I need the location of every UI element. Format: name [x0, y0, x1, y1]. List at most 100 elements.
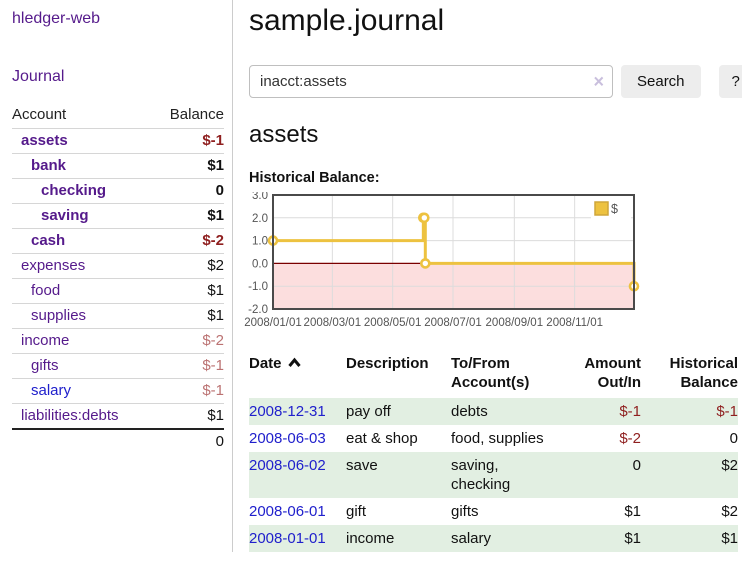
transaction-balance-cell: 0: [729, 430, 738, 447]
balance-column-header-register: Historical Balance: [669, 355, 738, 391]
transaction-amount-cell: $1: [624, 503, 641, 520]
transaction-date-link[interactable]: 2008-01-01: [249, 530, 326, 547]
balance-column-header: Balance: [169, 106, 224, 123]
y-tick-label: 3.0: [252, 192, 268, 202]
account-link[interactable]: saving: [41, 207, 89, 224]
accounts-table-body: assets $-1 bank $1 checking 0 saving $1 cash $-2 e…: [12, 128, 224, 428]
x-tick-label: 2008/01/01: [244, 317, 302, 329]
transaction-description-cell: income: [346, 530, 395, 547]
transaction-description-cell: pay off: [346, 403, 391, 420]
transaction-date-link[interactable]: 2008-06-01: [249, 503, 326, 520]
transaction-amount-cell: $-1: [619, 403, 641, 420]
transaction-amount-cell: $1: [624, 530, 641, 547]
legend-swatch-icon: [594, 201, 609, 216]
transaction-date-cell: 2008-06-01: [249, 498, 346, 525]
search-bar: × Search ?: [249, 65, 742, 98]
account-link[interactable]: cash: [31, 232, 66, 249]
search-input-wrap: ×: [249, 65, 613, 98]
legend-label: $: [611, 202, 618, 216]
search-input[interactable]: [249, 65, 613, 98]
historical-balance-chart: $3.0 2.0 1.0 0.0 -1.0 -2.0 2008/01/01 2008/03/0…: [239, 192, 742, 334]
transaction-balance-cell: $-1: [716, 403, 738, 420]
account-balance: $1: [207, 407, 224, 424]
x-tick-label: 2008/03/01: [304, 317, 362, 329]
account-balance: $1: [207, 157, 224, 174]
account-row: food $1: [12, 278, 224, 303]
transaction-date-cell: 2008-06-03: [249, 425, 346, 452]
account-balance: $-2: [202, 332, 224, 349]
sort-ascending-icon: [287, 357, 301, 367]
accounts-total-row: 0: [12, 428, 224, 453]
account-row: bank $1: [12, 153, 224, 178]
x-tick-label: 2008/07/01: [424, 317, 482, 329]
main-content: sample.journal × Search ? assets Histori…: [233, 0, 742, 552]
help-button[interactable]: ?: [718, 65, 742, 98]
account-column-header: Account: [12, 106, 67, 123]
account-link[interactable]: food: [31, 282, 61, 299]
transaction-date-link[interactable]: 2008-06-03: [249, 430, 326, 447]
amount-column-header: Amount Out/In: [584, 355, 641, 391]
transaction-amount-cell: $-2: [619, 430, 641, 447]
account-row: supplies $1: [12, 303, 224, 328]
search-button[interactable]: Search: [621, 65, 701, 98]
account-link[interactable]: supplies: [31, 307, 87, 324]
account-row: saving $1: [12, 203, 224, 228]
accounts-column-header: To/From Account(s): [451, 355, 530, 391]
account-balance: 0: [215, 182, 224, 199]
account-row: gifts $-1: [12, 353, 224, 378]
account-balance: $1: [207, 207, 224, 224]
account-row: salary $-1: [12, 378, 224, 403]
register-row: 2008-01-01 income salary $1 $1: [249, 525, 738, 552]
account-balance: $-2: [202, 232, 224, 249]
date-column-header[interactable]: Date: [249, 352, 346, 398]
sidebar-item-journal[interactable]: Journal: [12, 68, 65, 85]
account-balance: $-1: [202, 357, 224, 374]
account-row: expenses $2: [12, 253, 224, 278]
sidebar: hledger-web Journal Account Balance asse…: [0, 0, 233, 552]
accounts-table-header: Account Balance: [12, 103, 224, 128]
transaction-description-cell: save: [346, 457, 378, 474]
x-tick-label: 2008/09/01: [486, 317, 544, 329]
account-link[interactable]: assets: [21, 132, 68, 149]
account-title: assets: [249, 121, 319, 148]
transaction-date-cell: 2008-12-31: [249, 398, 346, 425]
app-layout: hledger-web Journal Account Balance asse…: [0, 0, 742, 552]
transaction-date-link[interactable]: 2008-06-02: [249, 457, 326, 474]
app-title-link[interactable]: hledger-web: [12, 10, 101, 27]
data-point-marker: [419, 212, 430, 224]
transaction-description-cell: gift: [346, 503, 367, 520]
account-link[interactable]: checking: [41, 182, 107, 199]
y-tick-label: 0.0: [252, 258, 268, 270]
account-link[interactable]: income: [21, 332, 70, 349]
transaction-accounts-cell: salary: [451, 530, 492, 547]
page-title: sample.journal: [249, 4, 445, 37]
clear-search-icon[interactable]: ×: [593, 71, 604, 92]
description-column-header: Description: [346, 355, 429, 372]
y-tick-label: -2.0: [248, 304, 268, 316]
account-balance: $1: [207, 307, 224, 324]
account-link[interactable]: expenses: [21, 257, 86, 274]
transaction-date-cell: 2008-01-01: [249, 525, 346, 552]
account-row: assets $-1: [12, 128, 224, 153]
account-row: liabilities:debts $1: [12, 403, 224, 428]
y-tick-label: 2.0: [252, 213, 268, 225]
account-link[interactable]: liabilities:debts: [21, 407, 119, 424]
accounts-table: Account Balance assets $-1 bank $1 checking 0…: [12, 103, 224, 453]
transaction-balance-cell: $2: [721, 457, 738, 474]
transaction-date-cell: 2008-06-02: [249, 452, 346, 498]
transaction-accounts-cell: gifts: [451, 503, 479, 520]
transaction-accounts-cell: food, supplies: [451, 430, 544, 447]
y-tick-label: -1.0: [248, 281, 268, 293]
account-link[interactable]: bank: [31, 157, 67, 174]
account-link[interactable]: salary: [31, 382, 72, 399]
transaction-balance-cell: $1: [721, 530, 738, 547]
x-tick-label: 2008/05/01: [364, 317, 422, 329]
chart-label: Historical Balance:: [249, 170, 380, 186]
account-balance: $-1: [202, 382, 224, 399]
account-link[interactable]: gifts: [31, 357, 59, 374]
account-row: checking 0: [12, 178, 224, 203]
transaction-date-link[interactable]: 2008-12-31: [249, 403, 326, 420]
accounts-total-value: 0: [215, 433, 224, 450]
account-balance: $2: [207, 257, 224, 274]
